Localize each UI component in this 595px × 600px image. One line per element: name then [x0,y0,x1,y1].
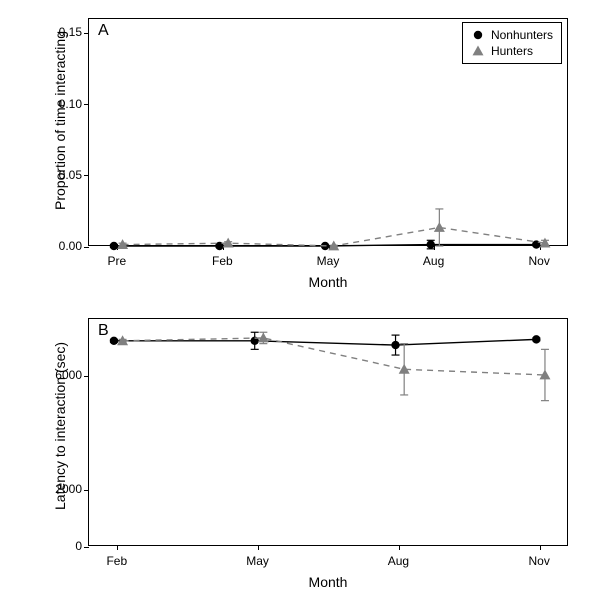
x-tick [117,545,118,550]
y-tick [84,104,89,105]
x-tick [223,245,224,250]
panel-b-ylabel: Latency to interaction (sec) [52,350,68,510]
x-tick-label: Pre [107,254,126,268]
x-tick-label: Feb [212,254,233,268]
panel-a-xlabel: Month [288,274,368,290]
panel-b-xlabel: Month [288,574,368,590]
y-tick-label: 0 [42,539,82,553]
x-tick [329,245,330,250]
y-tick [84,33,89,34]
legend: NonhuntersHunters [462,22,562,64]
y-tick [84,490,89,491]
panel-a-ylabel: Proportion of time interacting [52,50,68,210]
x-tick [434,245,435,250]
circle-icon [471,28,485,42]
x-tick-label: Feb [106,554,127,568]
legend-label: Nonhunters [491,27,553,43]
x-tick-label: May [246,554,269,568]
legend-item: Hunters [471,43,553,59]
legend-item: Nonhunters [471,27,553,43]
x-tick [540,245,541,250]
y-tick [84,175,89,176]
y-tick [84,376,89,377]
triangle-icon [471,44,485,58]
legend-label: Hunters [491,43,533,59]
x-tick [540,545,541,550]
y-tick [84,547,89,548]
x-tick-label: Nov [529,554,550,568]
panel-b-tag: B [98,322,109,340]
panel-b-plot-area [88,318,568,546]
x-tick [258,545,259,550]
y-tick [84,247,89,248]
x-tick-label: May [317,254,340,268]
figure-root: 0.000.050.100.15PreFebMayAugNovProportio… [0,0,595,600]
x-tick [399,545,400,550]
x-tick-label: Aug [423,254,444,268]
panel-a-tag: A [98,22,109,40]
x-tick-label: Nov [529,254,550,268]
x-tick-label: Aug [388,554,409,568]
y-tick-label: 0.00 [42,239,82,253]
x-tick [117,245,118,250]
